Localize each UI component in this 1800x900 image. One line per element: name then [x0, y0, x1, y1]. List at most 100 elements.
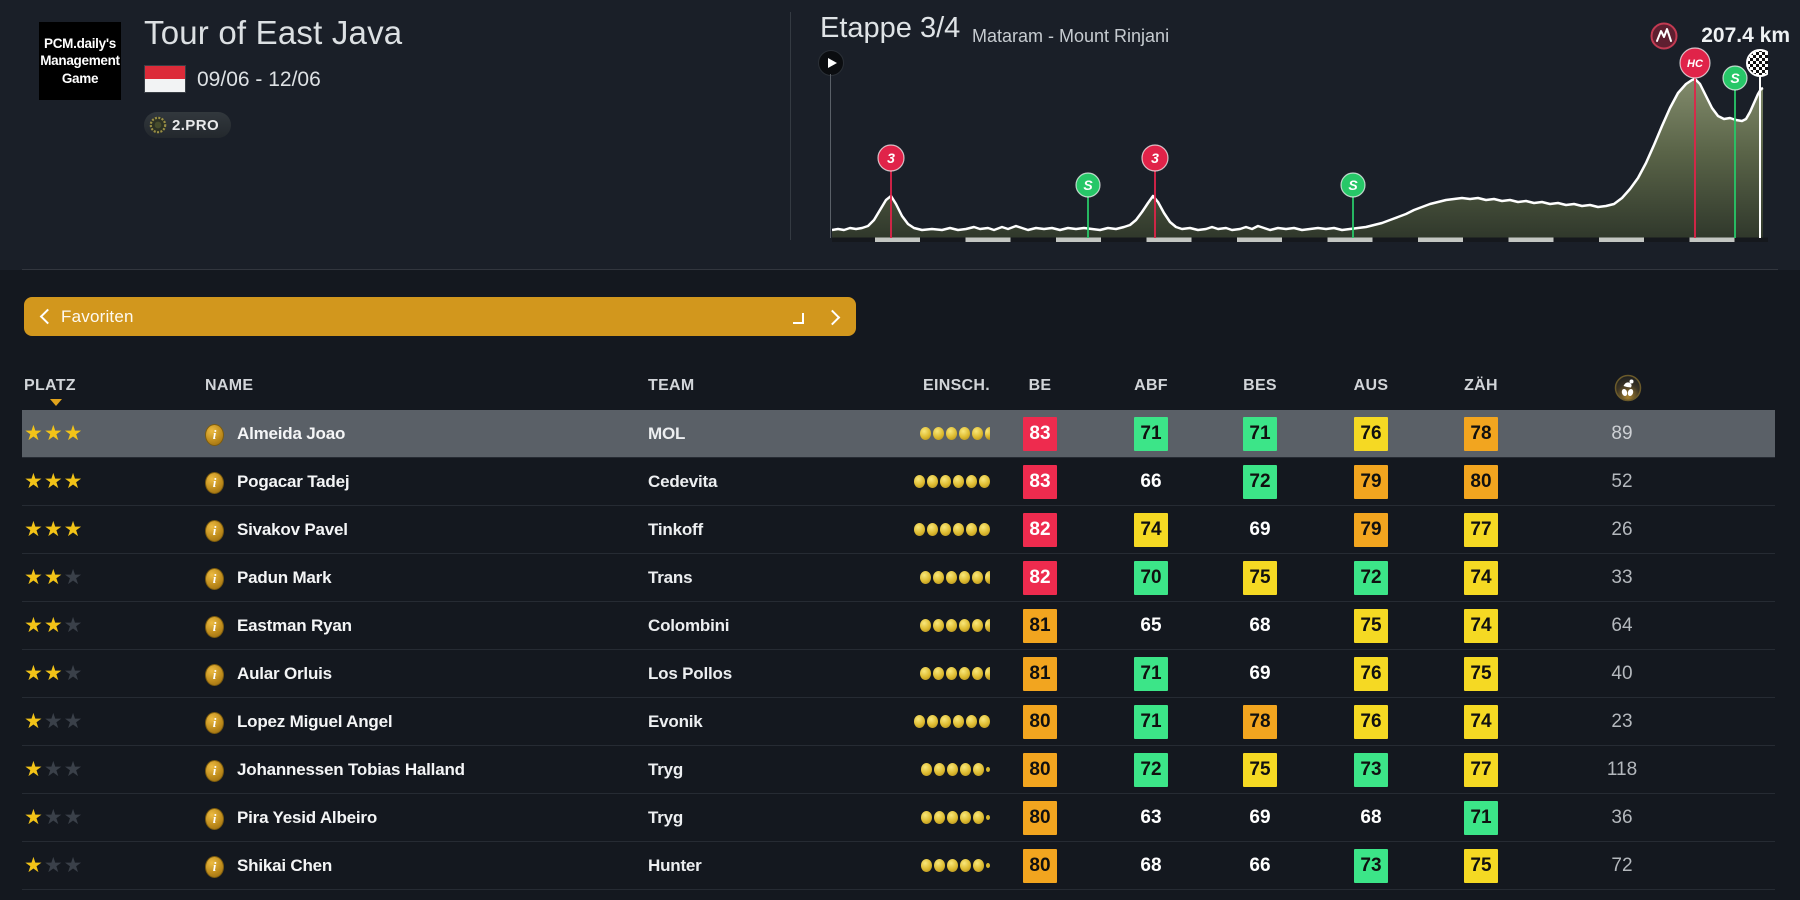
- stat-abf: 66: [1140, 471, 1162, 492]
- rider-team: Hunter: [648, 856, 702, 875]
- column-header-zah[interactable]: ZÄH: [1464, 377, 1498, 394]
- cat3-marker-label: 3: [1151, 150, 1159, 166]
- rider-info-icon[interactable]: i: [205, 856, 224, 878]
- column-header-einsch[interactable]: EINSCH.: [923, 377, 990, 394]
- rider-points: 89: [1611, 423, 1633, 444]
- column-header-team[interactable]: TEAM: [648, 377, 695, 394]
- rider-row[interactable]: ★ ★ ★ i Pira Yesid Albeiro Tryg 80 63 69 6…: [22, 794, 1775, 842]
- header-divider: [790, 12, 791, 240]
- einsch-rating-dots: [880, 410, 990, 457]
- rider-points: 64: [1611, 615, 1633, 636]
- rider-row[interactable]: ★ ★ ★ i Pogacar Tadej Cedevita 83 66 72 79…: [22, 458, 1775, 506]
- stat-bes: 69: [1249, 663, 1271, 684]
- rider-team: Los Pollos: [648, 664, 732, 683]
- favoriten-label: Favoriten: [61, 306, 134, 326]
- stat-abf: 65: [1140, 615, 1162, 636]
- sprint-marker-icon: [1075, 172, 1101, 198]
- rider-row[interactable]: ★ ★ ★ i Almeida Joao MOL 83 71 71 76 78 89: [22, 410, 1775, 458]
- favorite-stars: ★ ★ ★: [24, 566, 84, 589]
- stat-bes: 72: [1243, 465, 1277, 499]
- logo-line-2: Management: [40, 53, 120, 69]
- stat-aus: 76: [1354, 657, 1388, 691]
- stat-zah: 80: [1464, 465, 1498, 499]
- stat-aus: 68: [1360, 807, 1382, 828]
- einsch-rating-dots: [880, 794, 990, 841]
- einsch-rating-dots: [880, 650, 990, 697]
- finish-marker-icon: [1746, 49, 1768, 77]
- chevron-left-icon[interactable]: [39, 308, 56, 325]
- rider-row[interactable]: ★ ★ ★ i Shikai Chen Hunter 80 68 66 73 75 …: [22, 842, 1775, 890]
- stat-be: 81: [1023, 657, 1057, 691]
- stat-aus: 76: [1354, 705, 1388, 739]
- rider-info-icon[interactable]: i: [205, 472, 224, 494]
- column-header-name[interactable]: NAME: [205, 377, 254, 394]
- rider-points: 40: [1611, 663, 1633, 684]
- rider-points-column-icon[interactable]: [1614, 374, 1642, 407]
- rider-row[interactable]: ★ ★ ★ i Sivakov Pavel Tinkoff 82 74 69 79 …: [22, 506, 1775, 554]
- rider-points: 118: [1606, 759, 1638, 780]
- stage-elevation-profile: 3 S 3 S HC S: [832, 47, 1768, 242]
- column-header-platz[interactable]: PLATZ: [24, 377, 76, 394]
- favoriten-table: ★ ★ ★ i Almeida Joao MOL 83 71 71 76 78 89…: [22, 410, 1775, 890]
- sprint-marker-label: S: [1730, 70, 1740, 86]
- rider-info-icon[interactable]: i: [205, 568, 224, 590]
- rider-row[interactable]: ★ ★ ★ i Aular Orluis Los Pollos 81 71 69 7…: [22, 650, 1775, 698]
- rider-row[interactable]: ★ ★ ★ i Padun Mark Trans 82 70 75 72 74 33: [22, 554, 1775, 602]
- rider-row[interactable]: ★ ★ ★ i Johannessen Tobias Halland Tryg 80…: [22, 746, 1775, 794]
- rider-team: Colombini: [648, 616, 730, 635]
- rider-info-icon[interactable]: i: [205, 616, 224, 638]
- rider-info-icon[interactable]: i: [205, 424, 224, 446]
- stat-abf: 71: [1134, 417, 1168, 451]
- rider-row[interactable]: ★ ★ ★ i Lopez Miguel Angel Evonik 80 71 78…: [22, 698, 1775, 746]
- race-dates: 09/06 - 12/06: [197, 68, 321, 91]
- rider-row[interactable]: ★ ★ ★ i Eastman Ryan Colombini 81 65 68 75…: [22, 602, 1775, 650]
- rider-info-icon[interactable]: i: [205, 712, 224, 734]
- stat-bes: 75: [1243, 561, 1277, 595]
- stat-aus: 76: [1354, 417, 1388, 451]
- einsch-rating-dots: [880, 698, 990, 745]
- einsch-rating-dots: [880, 842, 990, 889]
- column-header-bes[interactable]: BES: [1243, 377, 1277, 394]
- stat-be: 80: [1023, 801, 1057, 835]
- climb-sprint-markers: 3 S 3 S HC S: [877, 47, 1768, 238]
- favoriten-nav-bar[interactable]: Favoriten: [24, 297, 856, 336]
- cat3-marker-icon: [877, 144, 905, 172]
- stat-zah: 74: [1464, 705, 1498, 739]
- play-stage-button[interactable]: [818, 50, 844, 76]
- stat-abf: 74: [1134, 513, 1168, 547]
- laurel-wreath-icon: [149, 116, 167, 134]
- rider-info-icon[interactable]: i: [205, 664, 224, 686]
- favorite-stars: ★ ★ ★: [24, 806, 84, 829]
- rider-points: 26: [1611, 519, 1633, 540]
- race-title: Tour of East Java: [144, 14, 403, 51]
- rider-name: Aular Orluis: [237, 664, 332, 683]
- stat-aus: 73: [1354, 753, 1388, 787]
- sprint-marker-label: S: [1083, 177, 1093, 193]
- chevron-right-icon[interactable]: [824, 309, 841, 326]
- rider-name: Pogacar Tadej: [237, 472, 350, 491]
- cat3-marker-label: 3: [887, 150, 895, 166]
- stage-route: Mataram - Mount Rinjani: [972, 26, 1170, 46]
- stat-abf: 63: [1140, 807, 1162, 828]
- column-header-aus[interactable]: AUS: [1353, 377, 1389, 394]
- logo-line-1: PCM.daily's: [44, 35, 116, 51]
- einsch-rating-dots: [880, 554, 990, 601]
- rider-info-icon[interactable]: i: [205, 808, 224, 830]
- stat-bes: 69: [1249, 519, 1271, 540]
- stat-abf: 70: [1134, 561, 1168, 595]
- column-header-abf[interactable]: ABF: [1134, 377, 1168, 394]
- rider-info-icon[interactable]: i: [205, 520, 224, 542]
- favorite-stars: ★ ★ ★: [24, 422, 84, 445]
- chevron-down-icon[interactable]: [793, 313, 804, 324]
- stat-bes: 75: [1243, 753, 1277, 787]
- column-header-be[interactable]: BE: [1028, 377, 1052, 394]
- rider-info-icon[interactable]: i: [205, 760, 224, 782]
- stat-aus: 72: [1354, 561, 1388, 595]
- rider-name: Lopez Miguel Angel: [237, 712, 393, 731]
- sprint-marker-icon: [1340, 172, 1366, 198]
- rider-points: 52: [1611, 471, 1633, 492]
- rider-name: Padun Mark: [237, 568, 332, 587]
- favorite-stars: ★ ★ ★: [24, 710, 84, 733]
- rider-team: Trans: [648, 568, 693, 587]
